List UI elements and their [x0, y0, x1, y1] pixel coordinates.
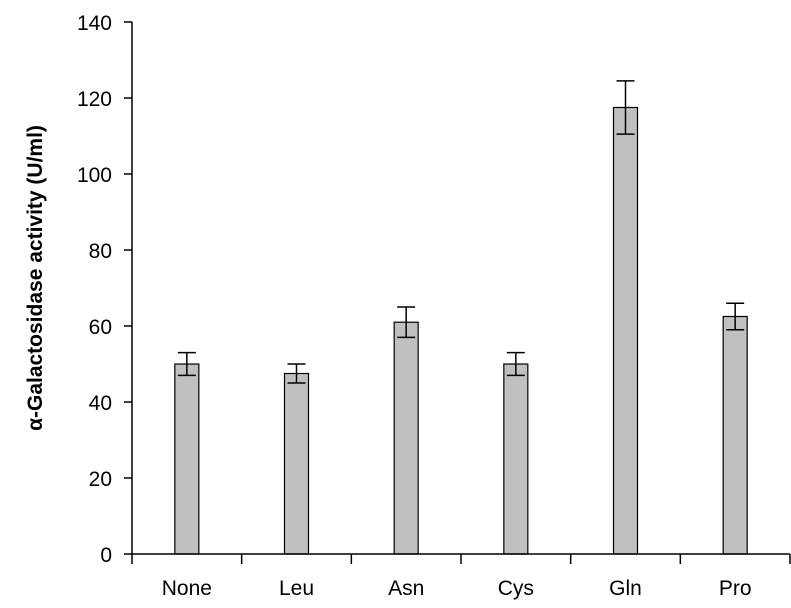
y-axis-ticks: 0 20 40 60 80 100 120 140: [77, 12, 132, 567]
x-tick-label: Asn: [388, 577, 424, 600]
x-tick-label: None: [162, 577, 212, 600]
y-tick-label: 140: [77, 12, 112, 35]
bar-cys: [503, 363, 529, 555]
bar-pro: [722, 315, 748, 555]
y-tick-label: 20: [89, 468, 112, 491]
y-tick-label: 40: [89, 392, 112, 415]
x-tick-label: Cys: [498, 577, 534, 600]
bar-asn: [393, 321, 419, 555]
bar-none: [174, 363, 200, 555]
x-tick-label: Leu: [279, 577, 314, 600]
bar-gln: [612, 106, 639, 555]
bars-group: [174, 80, 748, 555]
bar-leu: [283, 372, 310, 555]
x-tick-label: Pro: [719, 577, 752, 600]
y-tick-label: 60: [89, 316, 112, 339]
y-axis-title: α-Galactosidase activity (U/ml): [24, 125, 47, 431]
y-tick-label: 80: [89, 240, 112, 263]
y-tick-label: 0: [100, 544, 112, 567]
y-tick-label: 120: [77, 88, 112, 111]
x-tick-label: Gln: [609, 577, 642, 600]
y-tick-label: 100: [77, 164, 112, 187]
x-axis-ticks: None Leu Asn Cys Gln Pro: [131, 554, 791, 600]
